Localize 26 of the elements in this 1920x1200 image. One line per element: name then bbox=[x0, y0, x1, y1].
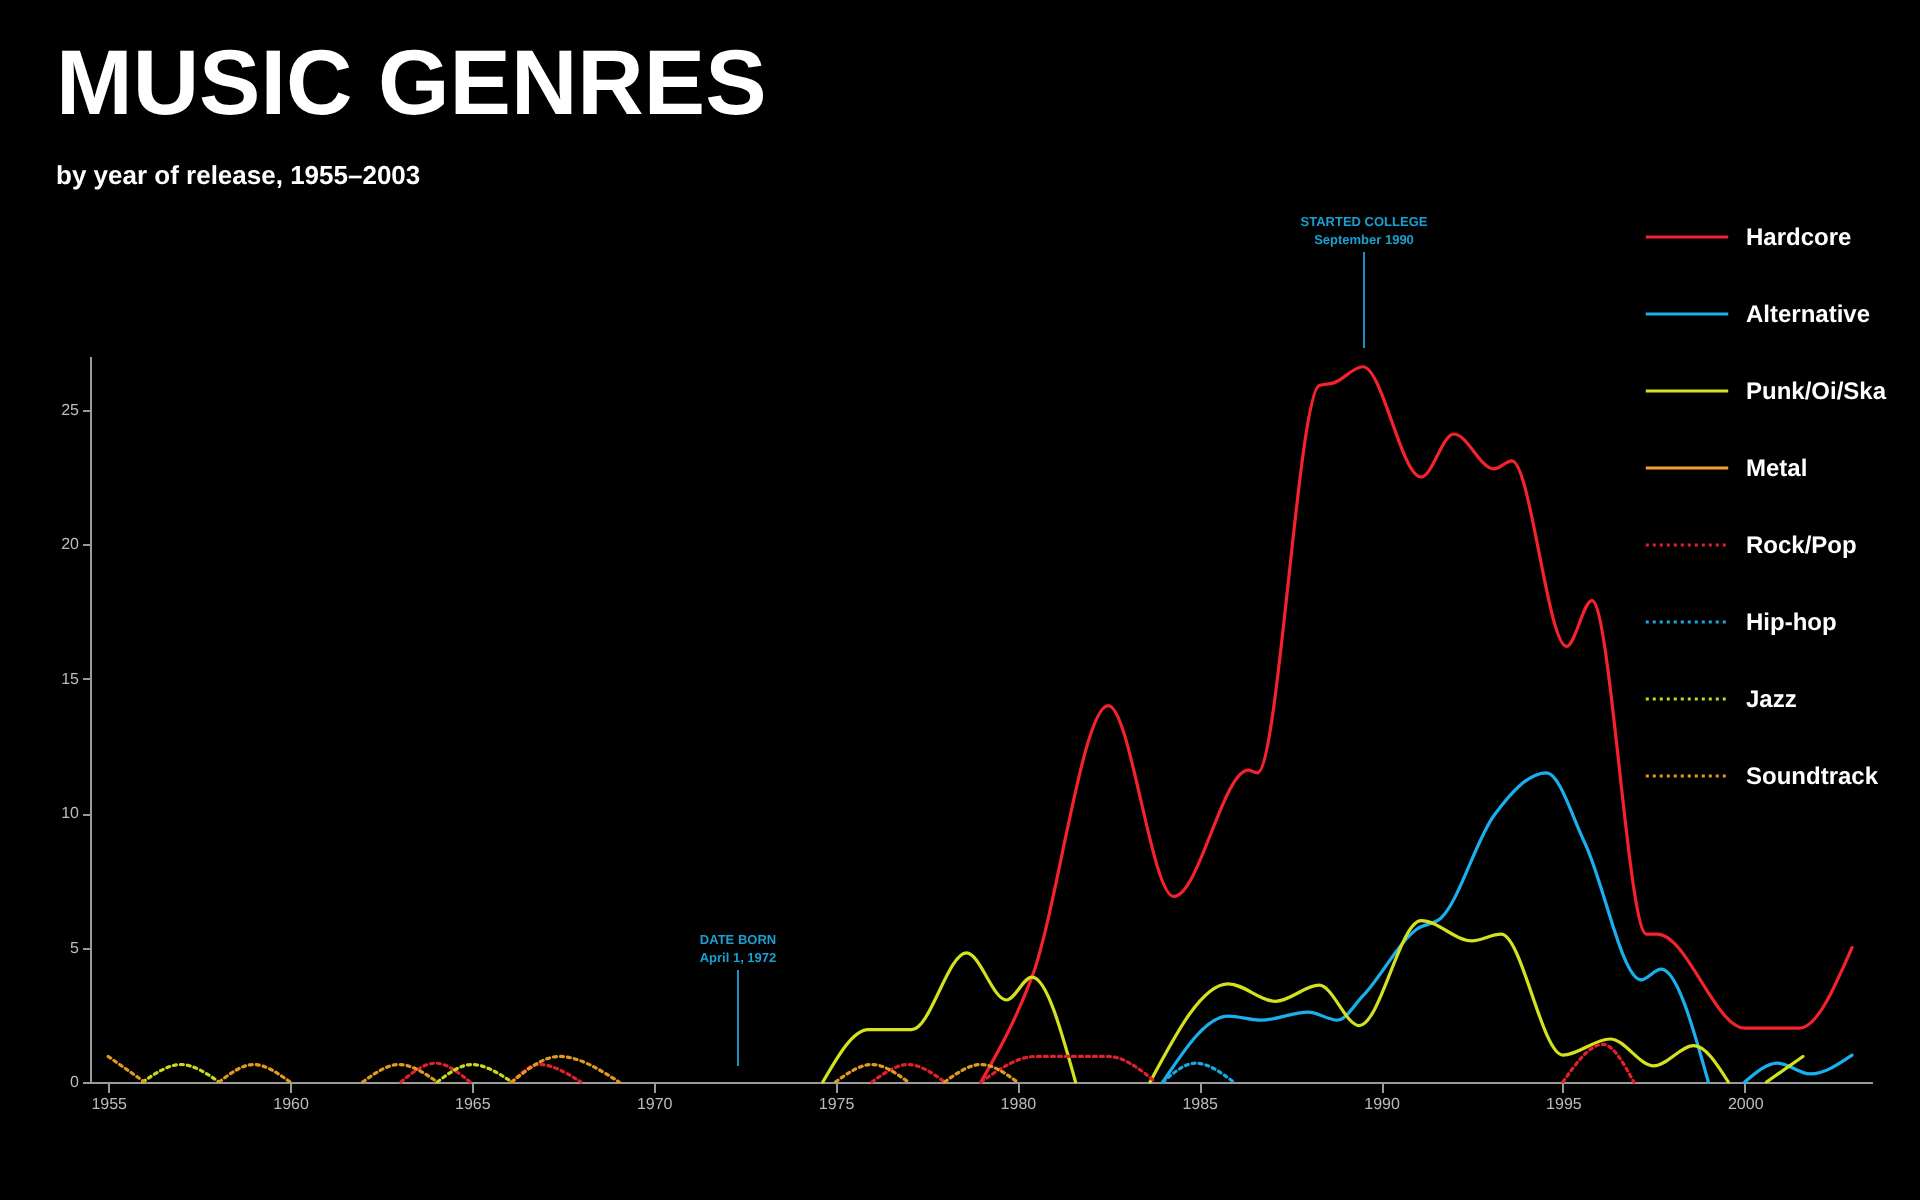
y-tick-label: 5 bbox=[70, 938, 81, 957]
y-tick-label: 10 bbox=[61, 804, 81, 823]
x-tick-label: 1965 bbox=[455, 1095, 492, 1113]
y-tick-label: 15 bbox=[61, 669, 81, 688]
legend-label: Metal bbox=[1746, 454, 1808, 482]
x-tick-label: 1970 bbox=[636, 1095, 674, 1113]
x-tick-label: 1975 bbox=[818, 1095, 856, 1113]
legend-label: Punk/Oi/Ska bbox=[1746, 377, 1887, 405]
chart-title: MUSIC GENRES bbox=[56, 28, 767, 136]
x-tick-label: 2000 bbox=[1727, 1095, 1765, 1113]
legend-label: Rock/Pop bbox=[1746, 531, 1857, 559]
legend-label: Soundtrack bbox=[1746, 762, 1879, 790]
y-tick-label: 20 bbox=[61, 535, 81, 554]
x-tick-label: 1980 bbox=[1000, 1095, 1038, 1113]
x-tick-label: 1995 bbox=[1546, 1095, 1583, 1113]
legend-label: Alternative bbox=[1746, 300, 1871, 328]
x-tick-label: 1990 bbox=[1364, 1095, 1401, 1113]
x-tick-label: 1955 bbox=[91, 1095, 129, 1113]
y-tick-label: 0 bbox=[70, 1073, 81, 1091]
chart-subtitle: by year of release, 1955–2003 bbox=[56, 160, 421, 190]
y-tick-label: 25 bbox=[61, 400, 81, 419]
x-tick-label: 1960 bbox=[273, 1095, 310, 1113]
x-tick-label: 1985 bbox=[1182, 1095, 1220, 1113]
legend-label: Hip-hop bbox=[1746, 608, 1837, 636]
legend-label: Hardcore bbox=[1746, 223, 1853, 251]
legend-label: Jazz bbox=[1746, 685, 1797, 713]
